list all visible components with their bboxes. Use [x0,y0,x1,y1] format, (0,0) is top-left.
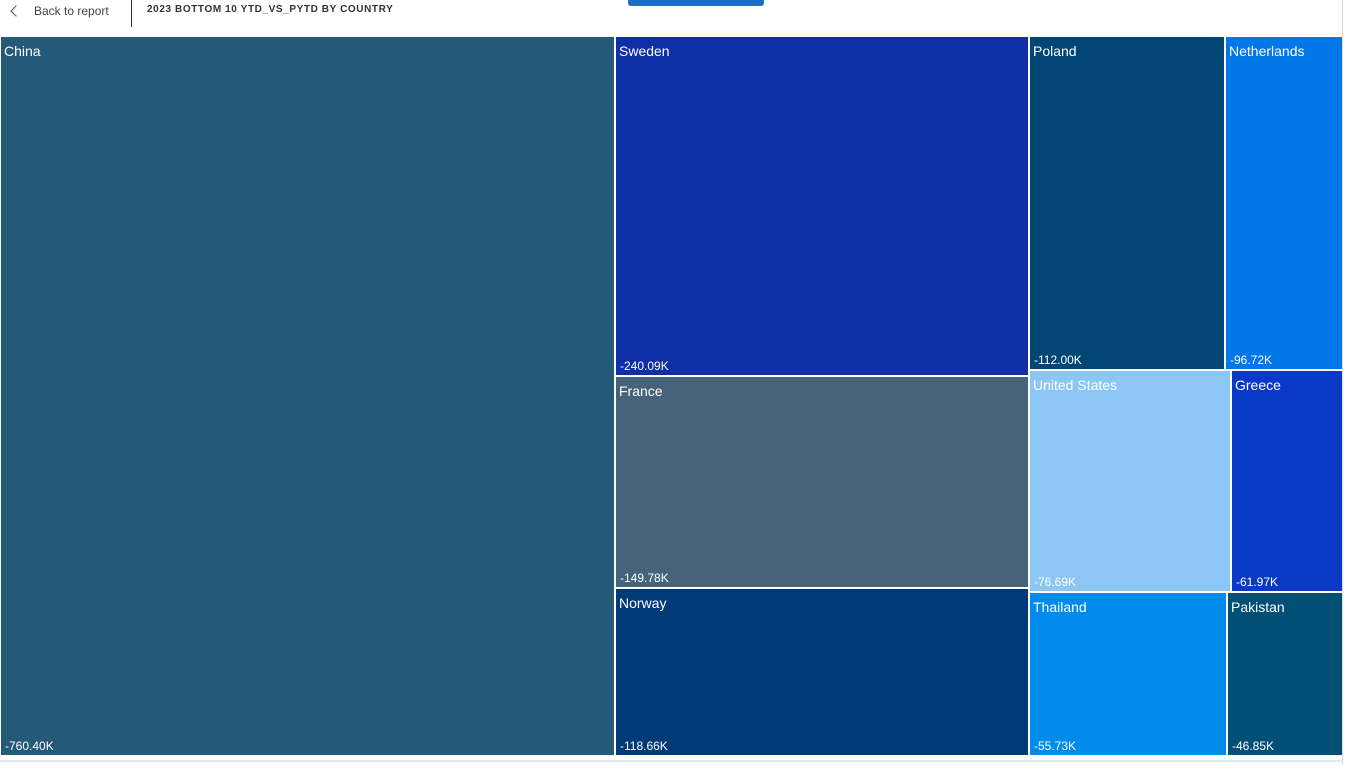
tile-value: -118.66K [620,739,668,753]
treemap-chart[interactable]: China -760.40K Sweden -240.09K France -149.78… [0,36,1343,756]
tile-value: -61.97K [1236,575,1279,589]
page-title: 2023 BOTTOM 10 YTD_VS_PYTD BY COUNTRY [147,4,394,15]
tile-value: -240.09K [620,359,669,373]
treemap-tile-thailand[interactable]: Thailand -55.73K [1029,592,1227,756]
treemap-tile-netherlands[interactable]: Netherlands -96.72K [1225,36,1343,370]
treemap-tile-greece[interactable]: Greece -61.97K [1231,370,1343,592]
back-to-report-button[interactable]: Back to report [8,2,109,20]
tile-label: Poland [1033,43,1077,59]
tile-label: Greece [1235,377,1281,393]
top-tab-button[interactable] [628,0,764,6]
treemap-tile-united-states[interactable]: United States -76.69K [1029,370,1231,592]
treemap-tile-norway[interactable]: Norway -118.66K [615,588,1029,756]
treemap-tile-china[interactable]: China -760.40K [0,36,615,756]
bottom-divider [0,760,1342,762]
tile-value: -55.73K [1034,739,1077,753]
tile-value: -96.72K [1230,353,1273,367]
tile-label: United States [1033,377,1118,393]
tile-value: -46.85K [1232,739,1275,753]
right-edge-divider [1342,0,1343,765]
tile-value: -149.78K [620,571,669,585]
treemap-tile-pakistan[interactable]: Pakistan -46.85K [1227,592,1343,756]
tile-value: -112.00K [1034,353,1082,367]
treemap-tile-poland[interactable]: Poland -112.00K [1029,36,1225,370]
tile-label: Sweden [619,43,670,59]
header-divider [131,0,132,27]
treemap-tile-france[interactable]: France -149.78K [615,376,1029,588]
tile-label: China [4,43,41,59]
back-label: Back to report [34,4,109,18]
tile-label: Thailand [1033,599,1087,615]
tile-value: -760.40K [5,739,54,753]
tile-label: Pakistan [1231,599,1285,615]
tile-value: -76.69K [1034,575,1077,589]
tile-label: Norway [619,595,667,611]
chevron-left-icon [10,5,22,17]
tile-label: France [619,383,663,399]
treemap-tile-sweden[interactable]: Sweden -240.09K [615,36,1029,376]
tile-label: Netherlands [1229,43,1305,59]
header-bar: Back to report 2023 BOTTOM 10 YTD_VS_PYT… [0,0,1347,36]
